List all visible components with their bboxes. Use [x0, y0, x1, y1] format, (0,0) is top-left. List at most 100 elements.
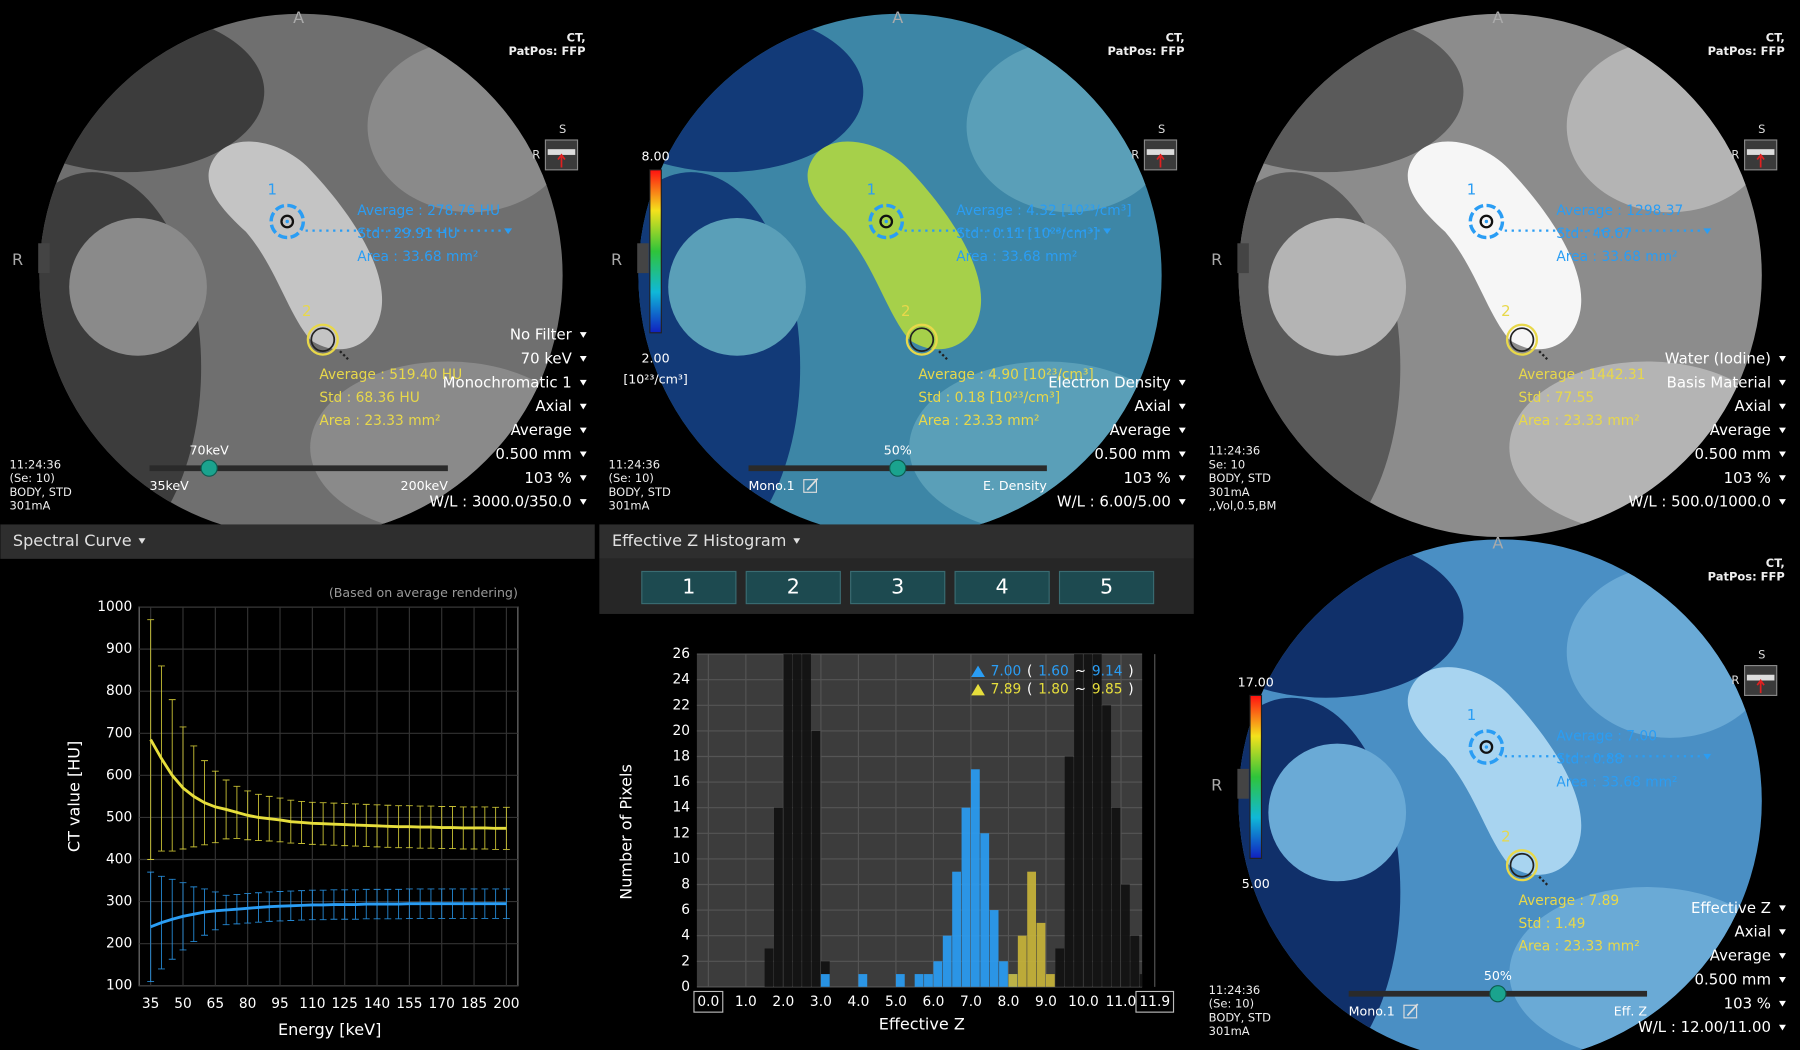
render-option[interactable]: Monochromatic 1: [443, 373, 572, 391]
roi-button[interactable]: [850, 570, 946, 605]
y-tick-label: 8: [681, 876, 690, 892]
roi-2[interactable]: [905, 323, 938, 356]
dropdown-arrow[interactable]: [1178, 475, 1186, 482]
roi-button[interactable]: [745, 570, 841, 605]
dropdown-arrow[interactable]: [579, 403, 587, 410]
y-tick-label: 500: [106, 809, 132, 825]
slider-knob[interactable]: [1489, 985, 1507, 1003]
dropdown-arrow[interactable]: [579, 355, 587, 362]
dropdown-arrow[interactable]: [1779, 1024, 1786, 1031]
info-bottom-left: 11:24:36: [1209, 983, 1261, 997]
render-option[interactable]: Axial: [1735, 923, 1771, 941]
roi-button[interactable]: [1058, 570, 1155, 605]
roi-button-label[interactable]: 5: [1100, 575, 1113, 599]
viewport[interactable]: A R S R CT,PatPos: FFP 11:24:36(Se: 10)BODY, …: [1182, 533, 1786, 1050]
dropdown-arrow[interactable]: [1779, 929, 1786, 936]
y-tick-label: 18: [672, 748, 690, 764]
edit-icon[interactable]: [803, 479, 818, 493]
roi-1[interactable]: [868, 203, 905, 240]
legend-marker: [971, 683, 985, 696]
render-option[interactable]: 70 keV: [521, 349, 573, 367]
render-option[interactable]: W/L : 6.00/5.00: [1057, 493, 1171, 511]
y-tick-label: 12: [672, 825, 690, 841]
render-option[interactable]: W/L : 12.00/11.00: [1638, 1018, 1771, 1036]
render-option[interactable]: 0.500 mm: [1695, 970, 1771, 988]
panel-title[interactable]: Spectral Curve: [13, 531, 132, 550]
histogram-bar: [942, 935, 952, 987]
render-option[interactable]: Axial: [535, 397, 571, 415]
render-option[interactable]: 103 %: [1123, 469, 1170, 487]
render-option[interactable]: Water (Iodine): [1665, 349, 1771, 367]
dropdown-arrow[interactable]: [1779, 475, 1786, 482]
roi-button-label[interactable]: 1: [682, 575, 695, 599]
roi-2[interactable]: [1505, 849, 1539, 882]
render-option[interactable]: Axial: [1735, 397, 1771, 415]
viewport[interactable]: A R S R CT,PatPos: FFP 11:24:36(Se: 10)BODY, …: [0, 8, 587, 562]
panel-dropdown[interactable]: [793, 538, 801, 544]
roi-button-label[interactable]: 2: [787, 575, 800, 599]
dropdown-arrow[interactable]: [579, 379, 587, 386]
roi-button[interactable]: [641, 570, 737, 605]
panel-dropdown[interactable]: [138, 538, 146, 544]
dropdown-arrow[interactable]: [579, 499, 587, 505]
roi-1-label: 1: [268, 180, 277, 198]
dropdown-arrow[interactable]: [1779, 905, 1786, 912]
dropdown-arrow[interactable]: [1178, 451, 1186, 458]
x-tick-label: 10.0: [1068, 994, 1099, 1010]
render-option[interactable]: Electron Density: [1048, 373, 1171, 391]
render-option[interactable]: Effective Z: [1691, 899, 1771, 917]
dropdown-arrow[interactable]: [1779, 355, 1786, 362]
render-option[interactable]: 103 %: [1724, 469, 1771, 487]
dropdown-arrow[interactable]: [1779, 379, 1786, 386]
dropdown-arrow[interactable]: [1779, 1000, 1786, 1007]
dropdown-arrow[interactable]: [579, 475, 587, 482]
render-option[interactable]: W/L : 3000.0/350.0: [429, 493, 571, 511]
dropdown-arrow[interactable]: [579, 332, 587, 338]
edit-icon-pen[interactable]: [806, 477, 819, 491]
colorbar: [649, 169, 662, 334]
dropdown-arrow[interactable]: [1779, 977, 1786, 983]
render-option[interactable]: Axial: [1134, 397, 1170, 415]
edit-icon-pen[interactable]: [1406, 1003, 1419, 1017]
roi-button-label[interactable]: 4: [996, 575, 1009, 599]
slider-knob[interactable]: [200, 459, 218, 477]
dropdown-arrow[interactable]: [1779, 427, 1786, 434]
edit-icon[interactable]: [1403, 1004, 1418, 1019]
render-option[interactable]: Average: [1710, 947, 1771, 965]
dropdown-arrow[interactable]: [1779, 403, 1786, 410]
roi-1[interactable]: [1468, 203, 1505, 240]
roi-2-inner: [1509, 327, 1535, 353]
dropdown-arrow[interactable]: [1178, 379, 1186, 386]
dropdown-arrow[interactable]: [579, 451, 587, 458]
roi-button-label[interactable]: 3: [891, 575, 904, 599]
render-option[interactable]: 103 %: [524, 469, 571, 487]
roi-2[interactable]: [306, 323, 339, 356]
roi-1[interactable]: [1468, 729, 1505, 765]
edge-tab: [1237, 768, 1249, 799]
orientation-side: S: [559, 122, 566, 136]
render-option[interactable]: Basis Material: [1667, 373, 1771, 391]
dropdown-arrow[interactable]: [1779, 953, 1786, 959]
render-option[interactable]: 0.500 mm: [1094, 445, 1170, 463]
roi-button[interactable]: [954, 570, 1050, 605]
render-option[interactable]: 0.500 mm: [495, 445, 571, 463]
dropdown-arrow[interactable]: [1178, 403, 1186, 410]
render-option[interactable]: Average: [1710, 421, 1771, 439]
render-option[interactable]: 103 %: [1724, 994, 1771, 1012]
roi-2-stat: Area : 23.33 mm²: [918, 413, 1039, 429]
render-option[interactable]: 0.500 mm: [1695, 445, 1771, 463]
render-option[interactable]: W/L : 500.0/1000.0: [1629, 493, 1771, 511]
panel-title[interactable]: Effective Z Histogram: [612, 531, 786, 550]
roi-2[interactable]: [1505, 323, 1539, 356]
render-option[interactable]: Average: [511, 421, 572, 439]
dropdown-arrow[interactable]: [579, 427, 587, 434]
render-option[interactable]: No Filter: [510, 326, 573, 344]
roi-1[interactable]: [269, 203, 306, 240]
dropdown-arrow[interactable]: [1178, 499, 1186, 505]
dropdown-arrow[interactable]: [1779, 451, 1786, 458]
dropdown-arrow[interactable]: [1178, 427, 1186, 434]
dropdown-arrow[interactable]: [1779, 499, 1786, 505]
slider-knob[interactable]: [889, 459, 907, 477]
render-option[interactable]: Average: [1110, 421, 1171, 439]
